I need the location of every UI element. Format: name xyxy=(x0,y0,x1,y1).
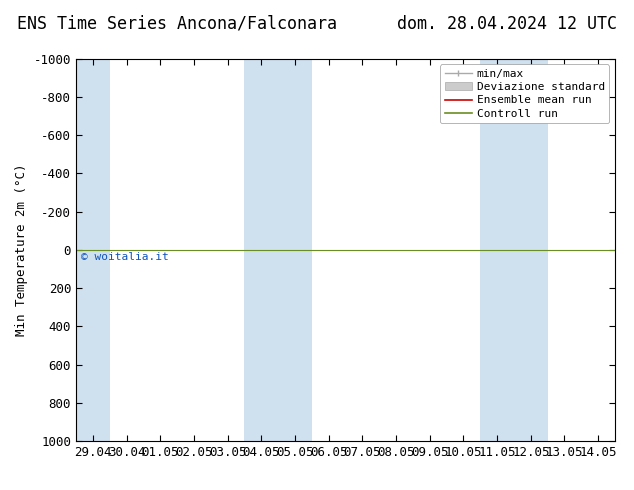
Legend: min/max, Deviazione standard, Ensemble mean run, Controll run: min/max, Deviazione standard, Ensemble m… xyxy=(440,64,609,123)
Bar xyxy=(481,59,548,441)
Text: ENS Time Series Ancona/Falconara      dom. 28.04.2024 12 UTC: ENS Time Series Ancona/Falconara dom. 28… xyxy=(17,15,617,33)
Bar xyxy=(245,59,312,441)
Text: © woitalia.it: © woitalia.it xyxy=(81,252,169,262)
Y-axis label: Min Temperature 2m (°C): Min Temperature 2m (°C) xyxy=(15,164,28,336)
Bar xyxy=(76,59,110,441)
